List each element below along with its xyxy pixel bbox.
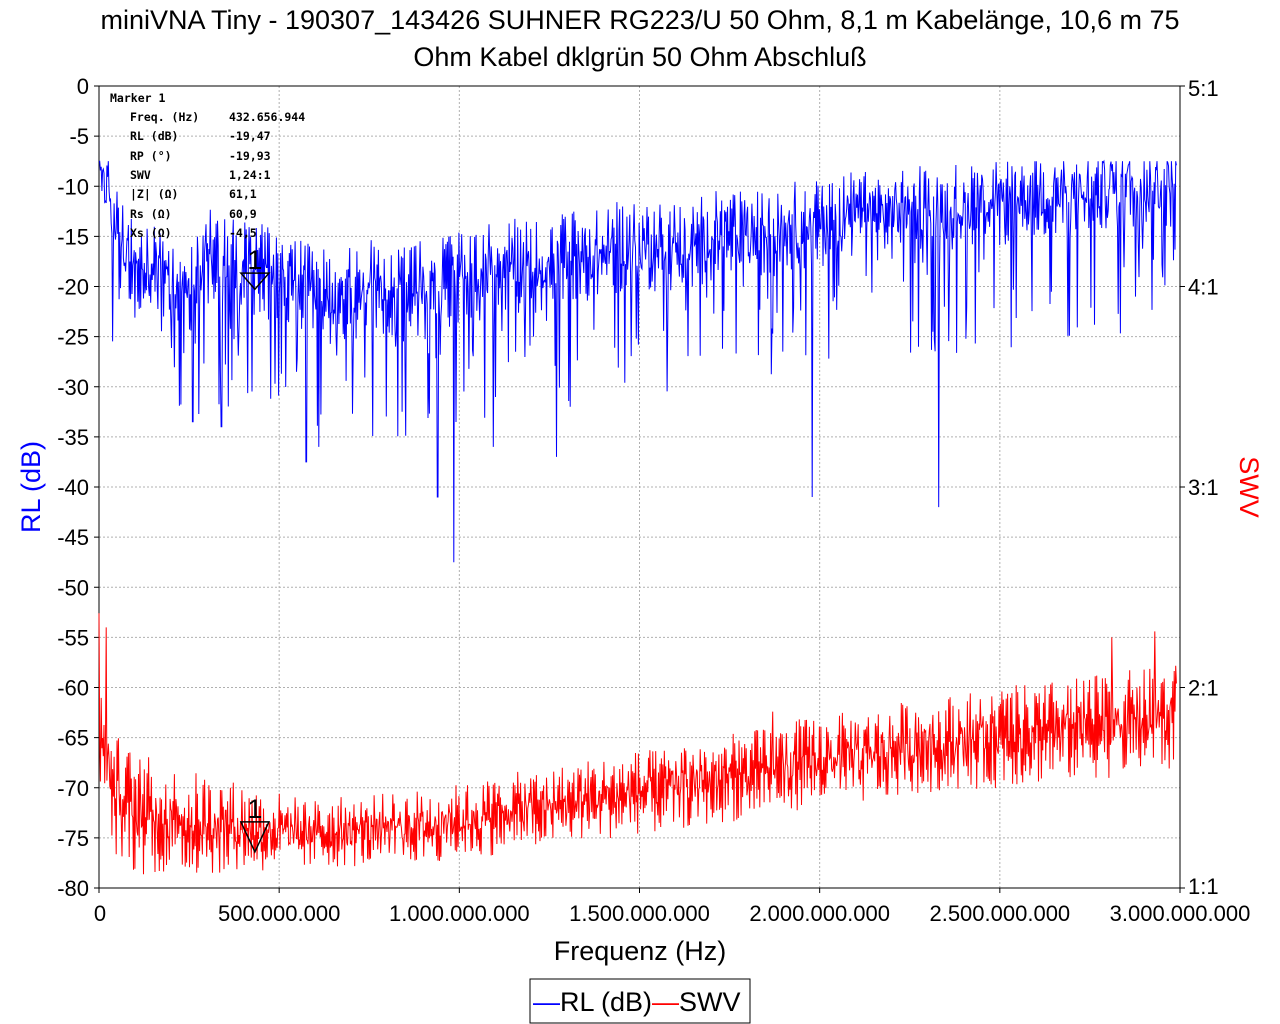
x-tick-label: 2.000.000.000 — [749, 901, 890, 926]
marker-info-value: 60,9 — [229, 207, 257, 221]
y2-tick-label: 4:1 — [1188, 275, 1219, 300]
y-tick-label: -45 — [57, 525, 89, 550]
marker-group: 11 — [239, 245, 271, 854]
chart-title-line1: miniVNA Tiny - 190307_143426 SUHNER RG22… — [100, 5, 1180, 35]
x-tick-label: 2.500.000.000 — [929, 901, 1070, 926]
y-axis-right-ticks: 5:1 4:1 3:1 2:1 1:1 — [1180, 76, 1219, 899]
marker-triangle-rl — [239, 272, 271, 291]
marker-info-label: SWV — [130, 168, 151, 182]
marker-info-box: Marker 1 Freq. (Hz) 432.656.944 RL (dB) … — [110, 91, 305, 240]
y-tick-label: -70 — [57, 776, 89, 801]
legend-frame — [529, 978, 751, 1024]
x-tick-label: 0 — [94, 901, 106, 926]
y-tick-label: -50 — [57, 575, 89, 600]
y-tick-label: -55 — [57, 625, 89, 650]
series-group — [98, 159, 1177, 875]
y-tick-label: -60 — [57, 676, 89, 701]
chart-title-line2: Ohm Kabel dklgrün 50 Ohm Abschluß — [413, 42, 867, 72]
y-tick-label: -65 — [57, 726, 89, 751]
y2-tick-label: 5:1 — [1188, 76, 1219, 101]
x-axis-title: Frequenz (Hz) — [554, 936, 727, 966]
marker-info-header: Marker 1 — [110, 91, 165, 105]
y-tick-label: -15 — [57, 224, 89, 249]
y-tick-label: 0 — [77, 74, 89, 99]
y-tick-label: -75 — [57, 826, 89, 851]
x-axis-ticks: 0 500.000.000 1.000.000.000 1.500.000.000 2.… — [94, 888, 1250, 926]
y-tick-label: -20 — [57, 275, 89, 300]
chart-title: miniVNA Tiny - 190307_143426 SUHNER RG22… — [0, 2, 1280, 76]
marker-info-label: Rs (Ω) — [130, 207, 172, 221]
legend-symbol: — — [652, 987, 679, 1017]
marker-label-rl: 1 — [247, 245, 262, 275]
y-tick-label: -80 — [57, 876, 89, 901]
legend[interactable]: —RL (dB)—SWV — [529, 978, 751, 1024]
y-tick-label: -5 — [69, 124, 89, 149]
y-tick-label: -35 — [57, 425, 89, 450]
marker-info-value: -4,5 — [229, 226, 257, 240]
series-line-rl — [99, 159, 1177, 563]
marker-triangle-swv — [239, 821, 271, 854]
legend-item[interactable]: —RL (dB)—SWV — [533, 987, 741, 1017]
marker-info-label: RL (dB) — [130, 129, 178, 143]
x-tick-label: 500.000.000 — [218, 901, 340, 926]
legend-symbol: — — [533, 987, 560, 1017]
x-tick-label: 3.000.000.000 — [1110, 901, 1251, 926]
y-axis-left-ticks: 0 -5 -10 -15 -20 -25 -30 -35 -40 -45 -50 -55 -60 -65 -… — [57, 74, 99, 901]
y2-tick-label: 2:1 — [1188, 676, 1219, 701]
grid-lines — [99, 86, 1181, 888]
marker-info-value: -19,93 — [229, 149, 271, 163]
y-axis-left-title: RL (dB) — [16, 441, 46, 533]
y2-tick-label: 1:1 — [1188, 874, 1219, 899]
marker-info-label: RP (°) — [130, 149, 172, 163]
marker-info-value: 1,24:1 — [229, 168, 271, 182]
y-axis-right-title: SWV — [1234, 456, 1264, 518]
x-tick-label: 1.500.000.000 — [569, 901, 710, 926]
marker-info-value: 61,1 — [229, 187, 257, 201]
y-tick-label: -40 — [57, 475, 89, 500]
legend-label: SWV — [679, 987, 741, 1017]
series-line-swv — [98, 613, 1177, 875]
y-tick-label: -25 — [57, 325, 89, 350]
y-tick-label: -10 — [57, 174, 89, 199]
y2-tick-label: 3:1 — [1188, 475, 1219, 500]
marker-info-value: -19,47 — [229, 129, 271, 143]
marker-info-label: Freq. (Hz) — [130, 110, 199, 124]
y-tick-label: -30 — [57, 375, 89, 400]
x-tick-label: 1.000.000.000 — [389, 901, 530, 926]
marker-label-swv: 1 — [247, 794, 262, 824]
legend-label: RL (dB) — [560, 987, 652, 1017]
marker-info-value: 432.656.944 — [229, 110, 305, 124]
marker-info-label: Xs (Ω) — [130, 226, 172, 240]
marker-info-label: |Z| (Ω) — [130, 187, 178, 201]
